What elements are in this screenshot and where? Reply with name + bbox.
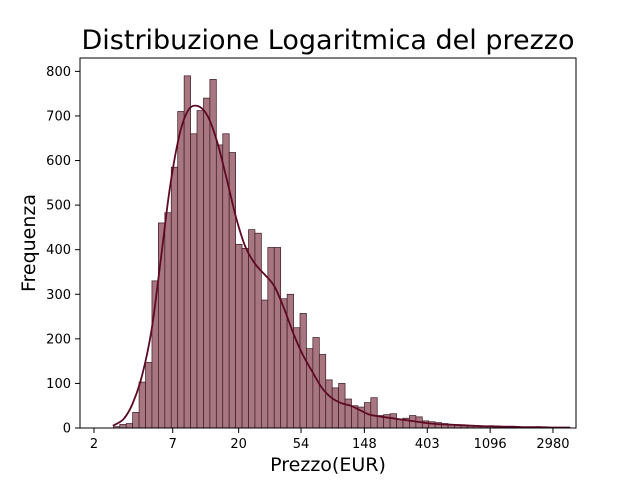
x-tick-label: 1096 <box>474 437 507 452</box>
histogram-bar <box>254 232 262 429</box>
y-tick-label: 300 <box>46 288 71 303</box>
x-tick-label: 20 <box>230 437 247 452</box>
histogram-bar <box>370 397 378 429</box>
histogram-bar <box>190 133 198 429</box>
x-tick-label: 54 <box>293 437 310 452</box>
histogram-bar <box>119 424 127 429</box>
y-tick-label: 100 <box>46 377 71 392</box>
histogram-bar <box>145 362 153 429</box>
histogram-bar <box>299 313 307 429</box>
histogram-bar <box>331 387 339 429</box>
histogram-bar <box>170 166 179 429</box>
histogram-bar <box>241 248 249 429</box>
histogram-bar <box>183 75 191 429</box>
x-tick-label: 148 <box>352 437 377 452</box>
x-tick-label: 7 <box>169 437 177 452</box>
x-tick-label: 2 <box>90 437 98 452</box>
histogram-bars <box>112 75 571 429</box>
y-tick-label: 0 <box>63 422 71 437</box>
histogram-bar <box>235 243 243 429</box>
chart-title: Distribuzione Logaritmica del prezzo <box>82 25 575 56</box>
y-tick-label: 800 <box>46 65 71 80</box>
histogram-bar <box>306 348 314 429</box>
histogram-bar <box>203 97 211 429</box>
histogram-bar <box>132 412 140 429</box>
histogram-bar <box>325 379 333 429</box>
histogram-bar <box>344 398 352 429</box>
x-axis: 2 7 20 54 148 403 1096 2980 <box>90 428 570 452</box>
histogram-bar <box>138 381 146 429</box>
x-axis-label: Prezzo(EUR) <box>270 454 386 476</box>
histogram-bar <box>267 247 275 429</box>
x-tick-label: 403 <box>415 437 440 452</box>
kde-curve <box>112 104 570 429</box>
histogram-bar <box>215 144 224 429</box>
histogram-bar <box>196 110 204 429</box>
histogram-bar <box>164 212 172 429</box>
y-tick-label: 600 <box>46 154 71 169</box>
y-tick-label: 400 <box>46 243 71 258</box>
x-tick-label: 2980 <box>536 437 569 452</box>
histogram-bar <box>261 299 269 429</box>
histogram-bar <box>286 293 294 429</box>
y-tick-label: 500 <box>46 199 71 214</box>
y-axis-label: Frequenza <box>18 194 40 292</box>
histogram-bar <box>273 247 282 429</box>
y-axis: 0 100 200 300 400 500 600 700 800 <box>46 65 80 437</box>
plot-frame <box>79 57 577 429</box>
histogram-bar <box>280 298 288 429</box>
histogram-bar <box>389 413 397 429</box>
histogram-bar <box>125 423 133 429</box>
histogram-bar <box>177 111 185 429</box>
histogram-bar <box>338 383 346 429</box>
y-tick-label: 700 <box>46 109 71 124</box>
y-tick-label: 200 <box>46 332 71 347</box>
